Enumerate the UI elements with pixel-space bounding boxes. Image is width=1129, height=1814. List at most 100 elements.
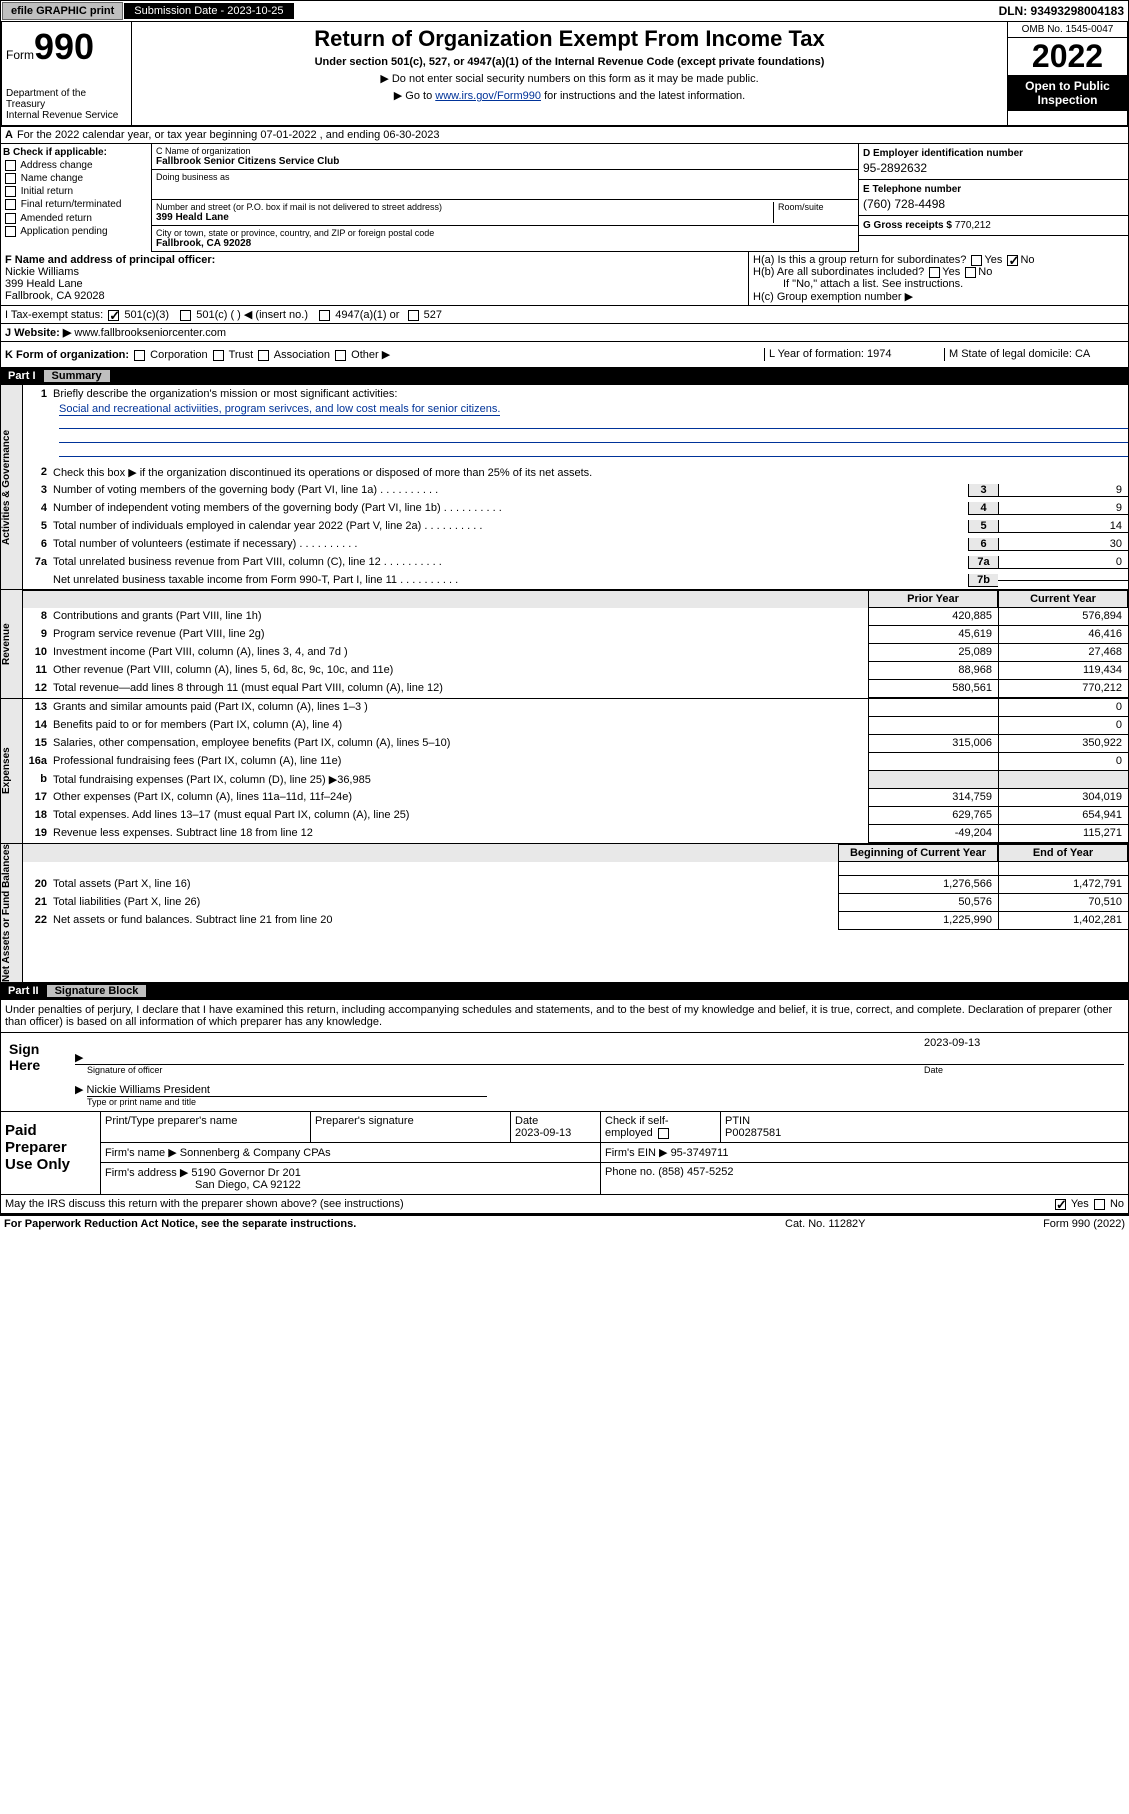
cb-other[interactable] [335,350,346,361]
org-name: Fallbrook Senior Citizens Service Club [156,156,854,167]
cb-amended[interactable] [5,213,16,224]
officer-addr1: 399 Heald Lane [5,278,744,290]
sig-officer-label: Signature of officer [75,1065,924,1075]
cb-501c3[interactable] [108,310,119,321]
cb-pending[interactable] [5,226,16,237]
website: www.fallbrookseniorcenter.com [74,327,226,339]
row-i: I Tax-exempt status: 501(c)(3) 501(c) ( … [0,306,1129,324]
firm-phone: (858) 457-5252 [658,1166,733,1178]
dln: DLN: 93493298004183 [999,4,1128,18]
cb-trust[interactable] [213,350,224,361]
cb-final[interactable] [5,199,16,210]
a-label: A [5,129,13,141]
street-label: Number and street (or P.O. box if mail i… [156,202,773,212]
d-label: D Employer identification number [863,148,1124,159]
sub3-pre: ▶ Go to [394,90,435,102]
date-label: Date [924,1065,1124,1075]
row-f: F Name and address of principal officer:… [0,252,1129,306]
col-c: C Name of organizationFallbrook Senior C… [151,144,858,252]
declaration: Under penalties of perjury, I declare th… [1,1000,1128,1032]
col-b: B Check if applicable: Address change Na… [1,144,151,252]
l7av: 0 [998,556,1128,569]
section-bc: B Check if applicable: Address change Na… [0,144,1129,252]
row-a: A For the 2022 calendar year, or tax yea… [0,127,1129,144]
l1: Briefly describe the organization's miss… [53,386,1128,402]
officer-addr2: Fallbrook, CA 92028 [5,290,744,302]
form-title: Return of Organization Exempt From Incom… [136,26,1003,52]
l5v: 14 [998,520,1128,533]
i-label: I Tax-exempt status: [5,309,103,321]
hb-label: H(b) Are all subordinates included? [753,266,924,278]
cb-527[interactable] [408,310,419,321]
officer-name-title: Nickie Williams President [87,1084,487,1097]
firm-addr1: 5190 Governor Dr 201 [191,1167,300,1179]
gross-receipts: 770,212 [955,220,991,231]
f-label: F Name and address of principal officer: [5,254,215,266]
cb-4947[interactable] [319,310,330,321]
cb-assoc[interactable] [258,350,269,361]
cb-501c[interactable] [180,310,191,321]
side-activities: Activities & Governance [1,385,23,589]
c-name-label: C Name of organization [156,146,854,156]
cb-discuss-yes[interactable] [1055,1199,1066,1210]
cb-ha-yes[interactable] [971,255,982,266]
efile-btn[interactable]: efile GRAPHIC print [2,2,123,20]
b-label: B Check if applicable: [3,146,149,159]
m-state: M State of legal domicile: CA [944,348,1124,361]
open-inspection: Open to Public Inspection [1008,75,1127,111]
subtitle-2: ▶ Do not enter social security numbers o… [136,72,1003,85]
footer: For Paperwork Reduction Act Notice, see … [0,1214,1129,1232]
phone: (760) 728-4498 [863,195,1124,211]
ptin: P00287581 [725,1127,1124,1139]
form-ref: Form 990 (2022) [985,1218,1125,1230]
submission-date: Submission Date - 2023-10-25 [124,3,293,19]
discuss-q: May the IRS discuss this return with the… [5,1198,1053,1210]
col-de: D Employer identification number95-28926… [858,144,1128,252]
omb-number: OMB No. 1545-0047 [1008,22,1127,38]
firm-name: Sonnenberg & Company CPAs [180,1147,331,1159]
l6v: 30 [998,538,1128,551]
paid-preparer: Paid Preparer Use Only Print/Type prepar… [0,1112,1129,1195]
cb-initial[interactable] [5,186,16,197]
e-label: E Telephone number [863,184,1124,195]
sig-date: 2023-09-13 [924,1037,1124,1064]
cat-no: Cat. No. 11282Y [785,1218,985,1230]
side-netassets: Net Assets or Fund Balances [1,844,23,982]
part2-header: Part II Signature Block [0,983,1129,999]
tax-year: 2022 [1008,38,1127,75]
cb-name[interactable] [5,173,16,184]
cb-corp[interactable] [134,350,145,361]
cb-hb-no[interactable] [965,267,976,278]
l8v2: 576,894 [998,608,1128,626]
city: Fallbrook, CA 92028 [156,238,854,249]
signature-block: Under penalties of perjury, I declare th… [0,999,1129,1112]
room-label: Room/suite [778,202,854,212]
officer-name: Nickie Williams [5,266,744,278]
discuss-row: May the IRS discuss this return with the… [0,1195,1129,1214]
part1-num: Part I [8,370,36,382]
row-j: J Website: ▶ www.fallbrookseniorcenter.c… [0,324,1129,342]
form-label: Form [6,48,34,62]
summary: Activities & Governance 1Briefly describ… [0,384,1129,983]
irs-link[interactable]: www.irs.gov/Form990 [435,90,541,102]
part2-title: Signature Block [47,985,147,997]
subtitle-1: Under section 501(c), 527, or 4947(a)(1)… [136,56,1003,68]
cb-hb-yes[interactable] [929,267,940,278]
part2-num: Part II [8,985,39,997]
sign-here-label: Sign Here [1,1033,71,1111]
cb-ha-no[interactable] [1007,255,1018,266]
form-header: Form990 Department of the Treasury Inter… [0,22,1129,127]
prep-date: 2023-09-13 [515,1127,596,1139]
sub3-post: for instructions and the latest informat… [541,90,745,102]
cb-address[interactable] [5,160,16,171]
g-label: G Gross receipts $ [863,220,952,231]
cb-self-employed[interactable] [658,1128,669,1139]
street: 399 Heald Lane [156,212,773,223]
l3v: 9 [998,484,1128,497]
firm-addr2: San Diego, CA 92122 [105,1179,301,1191]
hdr-beg: Beginning of Current Year [838,844,998,862]
dba-label: Doing business as [156,172,854,182]
cb-discuss-no[interactable] [1094,1199,1105,1210]
l8v1: 420,885 [868,608,998,626]
city-label: City or town, state or province, country… [156,228,854,238]
